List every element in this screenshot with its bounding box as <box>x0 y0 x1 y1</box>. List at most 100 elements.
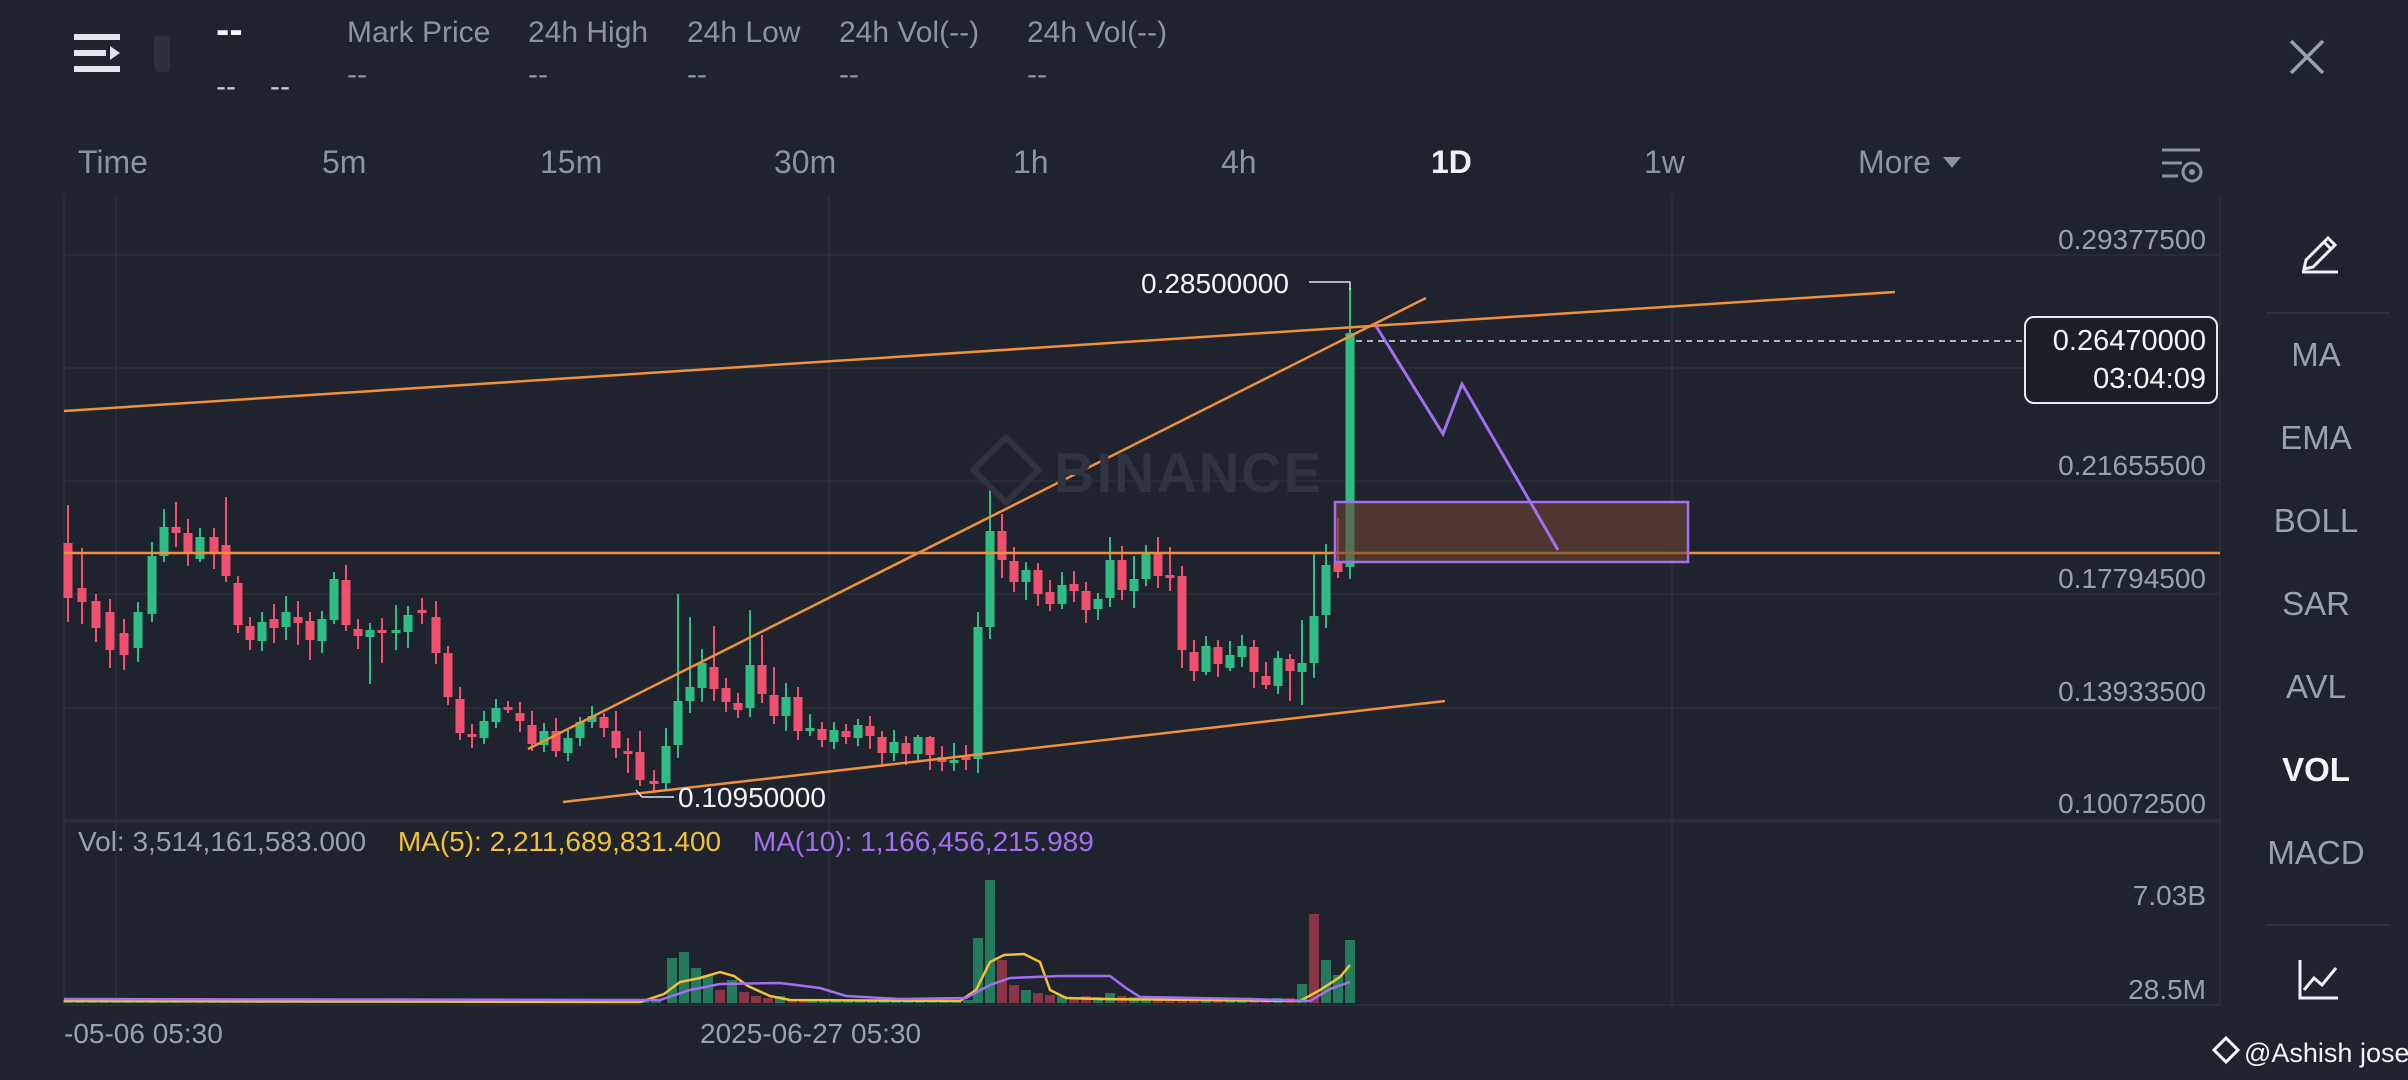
indicator-sar[interactable]: SAR <box>2282 585 2350 622</box>
candle-body <box>973 627 983 759</box>
volume-bar <box>727 980 737 1003</box>
price-change-percent: -- <box>270 70 290 103</box>
low-annotation: 0.10950000 <box>678 782 826 813</box>
candle-body <box>985 531 995 627</box>
volume-bar <box>1057 996 1067 1003</box>
rising-trendline <box>527 296 1427 751</box>
tab-more[interactable]: More <box>1858 144 1962 181</box>
stat-mark-price: Mark Price -- <box>347 16 490 92</box>
candle-body <box>575 722 585 738</box>
candle-body <box>119 633 129 655</box>
candle-body <box>1021 570 1031 582</box>
volume-bar <box>1189 998 1199 1003</box>
volume-bar <box>867 1000 877 1003</box>
stat-value: -- <box>839 58 859 91</box>
chart-settings-icon[interactable] <box>2160 146 2204 186</box>
candle-body <box>1213 647 1223 664</box>
stat-label: 24h Vol(--) <box>1027 16 1168 49</box>
tab-1h[interactable]: 1h <box>1013 144 1049 180</box>
candle-body <box>341 580 351 625</box>
candle-body <box>1321 565 1331 615</box>
candle-body <box>841 731 851 737</box>
tab-5m[interactable]: 5m <box>322 144 367 180</box>
volume-bar <box>363 1000 373 1003</box>
volume-bar <box>183 1000 193 1003</box>
binance-square-icon <box>2211 1035 2241 1065</box>
price-axis-label: 0.13933500 <box>2058 676 2206 707</box>
volume-bar <box>423 1000 433 1003</box>
indicator-avl[interactable]: AVL <box>2286 668 2346 705</box>
chart-settings-icon-glyph <box>2162 148 2203 183</box>
ma10-line <box>63 974 1351 1003</box>
candle-body <box>889 742 899 753</box>
volume-bar <box>255 1000 265 1003</box>
volume-bar <box>1213 998 1223 1003</box>
candle-body <box>635 752 645 780</box>
candle-body <box>733 703 743 710</box>
volume-bar <box>739 992 749 1003</box>
draw-tool-button[interactable] <box>2298 228 2342 274</box>
indicator-ema[interactable]: EMA <box>2280 419 2352 456</box>
candle-body <box>673 701 683 745</box>
pencil-icon <box>2302 235 2338 274</box>
volume-bar <box>973 938 983 1003</box>
volume-bar <box>763 998 773 1003</box>
volume-bar <box>691 968 701 1003</box>
indicator-macd[interactable]: MACD <box>2267 834 2365 871</box>
volume-bar <box>135 1000 145 1003</box>
candle-body <box>503 707 513 710</box>
volume-bar <box>1009 985 1019 1003</box>
vol-value: Vol: 3,514,161,583.000 <box>78 826 367 857</box>
candle-body <box>1177 576 1187 650</box>
candle-body <box>805 728 815 731</box>
volume-bar <box>799 1000 809 1003</box>
candle-body <box>105 612 115 650</box>
volume-bar <box>579 1000 589 1003</box>
indicator-boll[interactable]: BOLL <box>2273 502 2359 539</box>
candle-body <box>1153 554 1163 576</box>
candle-body <box>317 619 327 641</box>
candle-body <box>563 738 573 753</box>
tab-15m[interactable]: 15m <box>540 144 603 180</box>
tab-4h[interactable]: 4h <box>1221 144 1257 180</box>
candle-body <box>133 612 143 648</box>
stat-24h-vol-quote: 24h Vol(--) -- <box>1027 16 1167 92</box>
volume-bar <box>207 1000 217 1003</box>
indicator-vol[interactable]: VOL <box>2282 751 2350 788</box>
volume-bar <box>435 1000 445 1003</box>
volume-bar <box>147 1000 157 1003</box>
candle-body <box>209 537 219 553</box>
candle-body <box>1309 616 1319 663</box>
volume-bar <box>243 1000 253 1003</box>
indicator-ma[interactable]: MA <box>2291 336 2341 373</box>
menu-icon[interactable] <box>72 30 124 78</box>
volume-bar <box>855 1000 865 1003</box>
volume-bar <box>1129 997 1139 1003</box>
candle-body <box>403 615 413 632</box>
volume-legend: Vol: 3,514,161,583.000 MA(5): 2,211,689,… <box>78 826 1094 858</box>
volume-bar <box>75 1000 85 1003</box>
volume-bar <box>495 1000 505 1003</box>
tab-30m[interactable]: 30m <box>774 144 837 180</box>
stat-label: 24h Vol(--) <box>839 16 980 49</box>
candle-body <box>757 665 767 694</box>
candle-countdown: 03:04:09 <box>2093 363 2206 395</box>
volume-bar <box>639 1000 649 1003</box>
tab-1d[interactable]: 1D <box>1431 144 1472 180</box>
tab-time[interactable]: Time <box>78 144 148 180</box>
volume-bar <box>315 1000 325 1003</box>
candle-body <box>159 527 169 556</box>
volume-bar <box>351 1000 361 1003</box>
candle-body <box>697 663 707 688</box>
candle-body <box>661 746 671 783</box>
symbol-name[interactable]: -- <box>216 8 243 52</box>
candle-body <box>1033 570 1043 594</box>
volume-bar <box>751 996 761 1003</box>
indicator-settings-button[interactable] <box>2296 958 2340 1002</box>
close-icon[interactable] <box>2288 38 2326 76</box>
high-annotation-leader <box>1309 281 1351 290</box>
volume-bar <box>997 960 1007 1003</box>
volume-bar <box>775 996 785 1003</box>
volume-bar <box>1249 998 1259 1003</box>
tab-1w[interactable]: 1w <box>1644 144 1685 180</box>
